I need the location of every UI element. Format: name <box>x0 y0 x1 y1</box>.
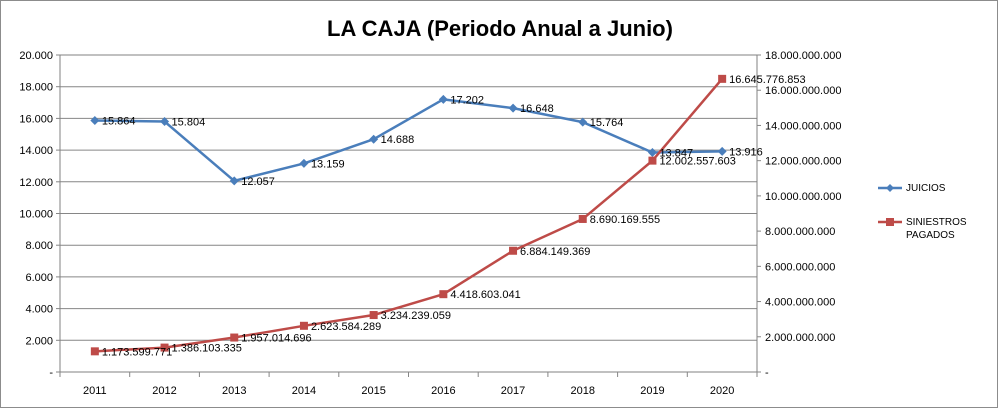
data-point-marker <box>369 311 378 320</box>
legend-marker-juicios <box>886 184 894 192</box>
left-tick-label: 18.000 <box>19 82 53 94</box>
legend-marker-siniestros <box>886 218 894 226</box>
data-label: 16.648 <box>520 103 554 115</box>
right-tick-label: 8.000.000.000 <box>765 226 835 238</box>
x-tick-label: 2014 <box>292 385 316 397</box>
data-label: 15.804 <box>172 117 206 129</box>
x-tick-label: 2012 <box>152 385 176 397</box>
data-label: 15.764 <box>590 117 624 129</box>
data-point-marker <box>90 116 100 126</box>
data-label: 1.957.014.696 <box>241 333 311 345</box>
data-point-marker <box>578 214 587 223</box>
data-label: 8.690.169.555 <box>590 214 660 226</box>
data-label: 13.916 <box>729 146 763 158</box>
left-tick-label: 12.000 <box>19 177 53 189</box>
data-label: 17.202 <box>450 94 484 106</box>
data-label: 2.623.584.289 <box>311 321 381 333</box>
right-tick-label: - <box>765 367 769 379</box>
left-tick-label: 20.000 <box>19 50 53 62</box>
right-tick-label: 10.000.000.000 <box>765 191 841 203</box>
left-tick-label: - <box>49 367 53 379</box>
left-tick-label: 6.000 <box>25 272 53 284</box>
x-tick-label: 2017 <box>501 385 525 397</box>
legend-label-siniestros: SINIESTROS <box>906 217 967 228</box>
x-tick-label: 2018 <box>571 385 595 397</box>
data-label: 15.864 <box>102 116 136 128</box>
data-label: 4.418.603.041 <box>450 289 520 301</box>
data-point-marker <box>439 290 448 299</box>
right-axis-ticks: - 2.000.000.000 4.000.000.000 6.000.000.000… <box>757 50 841 379</box>
data-point-marker <box>648 156 657 165</box>
data-point-marker <box>160 343 169 352</box>
data-point-marker <box>229 176 239 186</box>
data-point-marker <box>369 134 379 144</box>
series-line-juicios <box>94 98 723 183</box>
left-tick-label: 4.000 <box>25 304 53 316</box>
data-point-marker <box>230 333 239 342</box>
data-label: 12.002.557.603 <box>659 156 735 168</box>
left-axis-ticks: - 2.000 4.000 6.000 8.000 10.000 12.000 14.000 1… <box>19 50 60 379</box>
left-tick-label: 14.000 <box>19 145 53 157</box>
data-point-marker <box>647 148 657 158</box>
chart-title: LA CAJA (Periodo Anual a Junio) <box>327 16 673 41</box>
legend-label-pagados: PAGADOS <box>906 230 955 241</box>
left-tick-label: 10.000 <box>19 209 53 221</box>
x-tick-label: 2020 <box>710 385 734 397</box>
data-point-marker <box>718 74 727 83</box>
data-label: 13.847 <box>659 148 693 160</box>
x-tick-label: 2019 <box>640 385 664 397</box>
x-tick-label: 2016 <box>431 385 455 397</box>
data-point-marker <box>438 94 448 104</box>
data-point-marker <box>508 103 518 113</box>
right-tick-label: 12.000.000.000 <box>765 156 841 168</box>
x-tick-label: 2013 <box>222 385 246 397</box>
data-point-marker <box>299 158 309 168</box>
right-tick-label: 14.000.000.000 <box>765 120 841 132</box>
right-tick-label: 18.000.000.000 <box>765 50 841 62</box>
data-label: 1.386.103.335 <box>172 343 242 355</box>
data-point-marker <box>717 146 727 156</box>
x-tick-label: 2011 <box>83 385 107 397</box>
x-axis-ticks: 2011 2012 2013 2014 2015 2016 2017 2018 2019 2020 <box>59 372 758 397</box>
right-tick-label: 16.000.000.000 <box>765 85 841 97</box>
legend-label-juicios: JUICIOS <box>906 183 946 194</box>
data-labels-layer: 15.864 15.804 12.057 13.159 14.688 17.202 16.6… <box>102 74 806 358</box>
right-tick-label: 2.000.000.000 <box>765 332 835 344</box>
legend: JUICIOS SINIESTROS PAGADOS <box>878 183 967 241</box>
data-label: 14.688 <box>381 134 415 146</box>
data-point-marker <box>578 117 588 127</box>
right-tick-label: 6.000.000.000 <box>765 261 835 273</box>
data-label: 1.173.599.771 <box>102 346 172 358</box>
data-point-marker <box>90 347 99 356</box>
data-label: 6.884.149.369 <box>520 246 590 258</box>
left-tick-label: 8.000 <box>25 240 53 252</box>
series-layer <box>90 74 727 356</box>
right-tick-label: 4.000.000.000 <box>765 297 835 309</box>
data-label: 16.645.776.853 <box>729 74 805 86</box>
data-point-marker <box>509 246 518 255</box>
data-label: 12.057 <box>241 176 275 188</box>
x-tick-label: 2015 <box>361 385 385 397</box>
data-point-marker <box>160 117 170 127</box>
data-label: 3.234.239.059 <box>381 310 451 322</box>
data-point-marker <box>299 321 308 330</box>
left-tick-label: 2.000 <box>25 335 53 347</box>
data-label: 13.159 <box>311 158 345 170</box>
left-tick-label: 16.000 <box>19 113 53 125</box>
series-line-siniestros <box>94 78 724 353</box>
